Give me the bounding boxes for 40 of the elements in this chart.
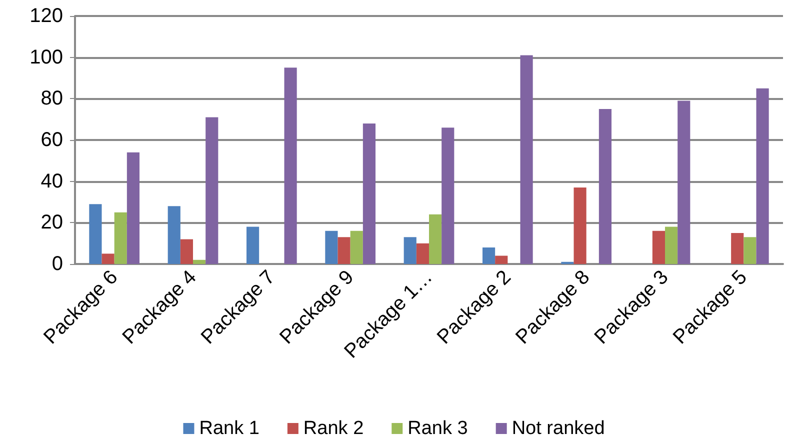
y-tick-label: 0 (52, 253, 63, 275)
bar (416, 243, 429, 264)
bar (325, 230, 338, 264)
bar (652, 230, 665, 264)
bar (114, 212, 127, 264)
bar (168, 206, 180, 264)
bar (574, 188, 586, 264)
legend-label: Rank 1 (199, 418, 260, 439)
bar (246, 226, 260, 264)
bar (404, 237, 416, 264)
y-tick-label: 120 (30, 5, 63, 27)
bar (284, 68, 297, 264)
bar (495, 256, 508, 264)
y-tick-label: 60 (40, 129, 63, 151)
bar (731, 233, 744, 264)
bar (598, 109, 612, 264)
legend-label: Rank 3 (408, 418, 468, 439)
y-tick-label: 40 (40, 170, 63, 192)
bar (126, 152, 140, 264)
bar (482, 247, 496, 264)
y-tick-label: 20 (40, 212, 63, 234)
bar (338, 237, 350, 264)
bar (102, 254, 114, 264)
bar (429, 214, 442, 264)
bar (362, 123, 376, 264)
bar (756, 88, 769, 264)
legend-label: Rank 2 (303, 418, 364, 439)
bar (89, 204, 102, 264)
y-tick-label: 80 (40, 88, 63, 110)
bar (665, 226, 678, 264)
bar (206, 117, 218, 264)
bar (678, 100, 690, 264)
bar (442, 128, 454, 264)
legend-label: Not ranked (512, 418, 605, 439)
y-tick-label: 100 (30, 46, 63, 68)
bar (193, 260, 206, 264)
bar (180, 239, 193, 264)
bar (744, 237, 756, 264)
bar (520, 55, 533, 264)
bar (350, 230, 363, 264)
